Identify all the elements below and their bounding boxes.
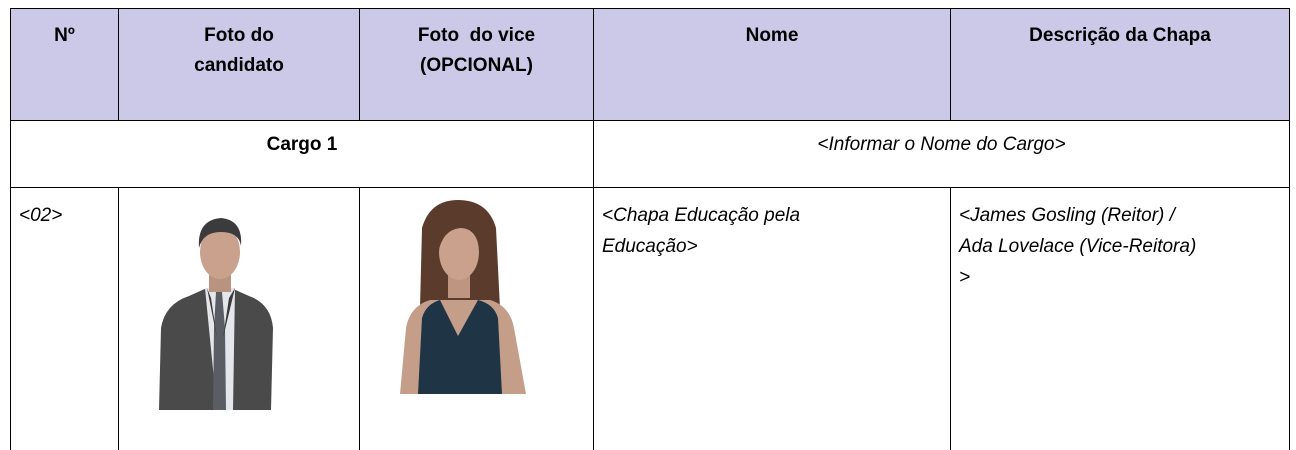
header-text: Foto do vice xyxy=(417,25,536,46)
name-text: Educação> xyxy=(602,236,698,257)
candidate-photo-cell xyxy=(118,187,360,450)
description-text: <James Gosling (Reitor) / xyxy=(959,205,1175,226)
header-text: candidato xyxy=(194,55,284,76)
header-row: Nº Foto do candidato Foto do vice (OPCIONA… xyxy=(10,8,1290,121)
section-row: Cargo 1 <Informar o Nome do Cargo> xyxy=(10,120,1290,188)
name-cell: <Chapa Educação pela Educação> xyxy=(593,187,951,450)
header-cell: Foto do candidato xyxy=(118,8,360,121)
name-text: <Chapa Educação pela xyxy=(602,205,801,226)
header-text: Nº xyxy=(54,25,75,46)
description-cell: <James Gosling (Reitor) / Ada Lovelace (V… xyxy=(950,187,1290,450)
vice-photo xyxy=(400,200,526,394)
number-cell: <02> xyxy=(10,187,119,450)
header-text: Foto do xyxy=(204,25,274,46)
description-text: > xyxy=(959,267,971,288)
candidate-photo xyxy=(159,218,273,410)
header-text: Nome xyxy=(745,25,799,46)
candidates-table: Nº Foto do candidato Foto do vice (OPCIONA… xyxy=(10,8,1290,450)
header-cell: Descrição da Chapa xyxy=(950,8,1290,121)
vice-photo-cell xyxy=(359,187,594,450)
section-value: <Informar o Nome do Cargo> xyxy=(593,120,1290,188)
description-text: Ada Lovelace (Vice-Reitora) xyxy=(959,236,1197,257)
candidate-row: <02> <Chapa Educação pela Educação> <Jame… xyxy=(10,187,1290,450)
header-cell: Nome xyxy=(593,8,951,121)
header-text: (OPCIONAL) xyxy=(420,55,533,76)
header-cell: Nº xyxy=(10,8,119,121)
header-cell: Foto do vice (OPCIONAL) xyxy=(359,8,594,121)
section-label: Cargo 1 xyxy=(10,120,594,188)
header-text: Descrição da Chapa xyxy=(1029,25,1211,46)
